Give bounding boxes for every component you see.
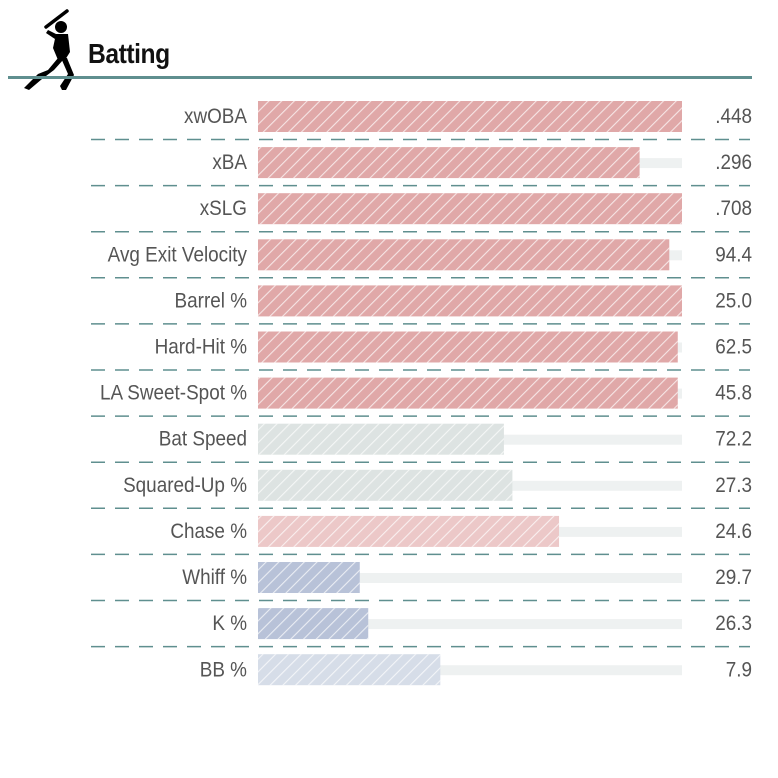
bar-hatch bbox=[258, 469, 513, 501]
bar-row-2: xSLG .708 bbox=[91, 193, 752, 233]
bar-hatch bbox=[258, 377, 678, 409]
header: Batting bbox=[0, 0, 778, 90]
category-label: Squared-Up % bbox=[123, 474, 247, 497]
value-label: 62.5 bbox=[715, 336, 752, 359]
bar-hatch bbox=[258, 285, 682, 317]
bar-row-1: xBA .296 bbox=[91, 147, 752, 187]
bar-row-11: K % 26.3 bbox=[91, 608, 752, 648]
value-label: 72.2 bbox=[715, 428, 752, 451]
value-label: .296 bbox=[715, 151, 752, 174]
bar-track bbox=[258, 619, 682, 630]
bar-row-8: Squared-Up % 27.3 bbox=[91, 469, 752, 510]
bar-hatch bbox=[258, 608, 369, 640]
bar-hatch bbox=[258, 193, 682, 225]
bar-hatch bbox=[258, 423, 504, 455]
page-title: Batting bbox=[88, 38, 170, 69]
category-label: xBA bbox=[212, 151, 247, 174]
value-label: 24.6 bbox=[715, 520, 752, 543]
bar-row-6: LA Sweet-Spot % 45.8 bbox=[91, 377, 752, 417]
bar-hatch bbox=[258, 515, 560, 547]
bar-row-7: Bat Speed 72.2 bbox=[91, 423, 752, 463]
category-label: LA Sweet-Spot % bbox=[100, 382, 247, 405]
bar-hatch bbox=[258, 654, 441, 686]
bar-hatch bbox=[258, 101, 682, 132]
bar-row-3: Avg Exit Velocity 94.4 bbox=[91, 239, 752, 279]
bar-row-10: Whiff % 29.7 bbox=[91, 562, 752, 602]
bar-row-4: Barrel % 25.0 bbox=[91, 285, 752, 325]
bar-row-12: BB % 7.9 bbox=[200, 654, 752, 686]
value-label: .448 bbox=[715, 105, 752, 128]
category-label: Hard-Hit % bbox=[155, 336, 248, 359]
header-divider bbox=[8, 76, 752, 79]
value-label: 27.3 bbox=[715, 474, 752, 497]
category-label: Avg Exit Velocity bbox=[108, 243, 247, 266]
bar-hatch bbox=[258, 562, 360, 593]
batter-silhouette-icon bbox=[24, 9, 74, 90]
value-label: 94.4 bbox=[715, 243, 752, 266]
bar-row-0: xwOBA .448 bbox=[91, 101, 752, 141]
bar-hatch bbox=[258, 239, 670, 271]
value-label: 29.7 bbox=[715, 566, 752, 589]
bar-hatch bbox=[258, 147, 640, 179]
bar-row-9: Chase % 24.6 bbox=[91, 515, 752, 556]
bar-hatch bbox=[258, 331, 678, 363]
category-label: BB % bbox=[200, 658, 247, 681]
category-label: Barrel % bbox=[175, 290, 248, 313]
value-label: .708 bbox=[715, 197, 752, 220]
value-label: 45.8 bbox=[715, 382, 752, 405]
bar-row-5: Hard-Hit % 62.5 bbox=[91, 331, 752, 371]
category-label: xwOBA bbox=[184, 105, 248, 128]
bar-track bbox=[258, 665, 682, 676]
category-label: K % bbox=[212, 612, 247, 635]
category-label: Bat Speed bbox=[159, 428, 247, 451]
bar-track bbox=[258, 573, 682, 583]
category-label: xSLG bbox=[200, 197, 247, 220]
category-label: Whiff % bbox=[182, 566, 247, 589]
value-label: 7.9 bbox=[726, 658, 752, 681]
category-label: Chase % bbox=[170, 520, 247, 543]
value-label: 26.3 bbox=[715, 612, 752, 635]
value-label: 25.0 bbox=[715, 290, 752, 313]
